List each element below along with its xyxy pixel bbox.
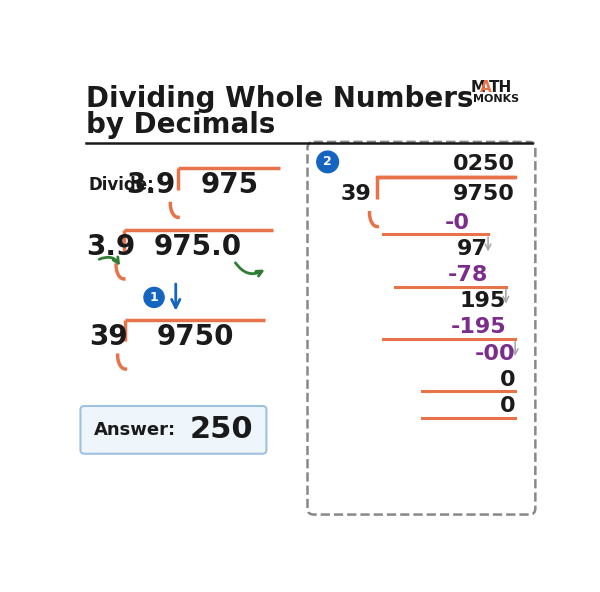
Text: 3.9: 3.9 xyxy=(86,233,135,260)
Text: by Decimals: by Decimals xyxy=(86,111,275,139)
Text: 3.9: 3.9 xyxy=(127,171,176,199)
Text: 250: 250 xyxy=(190,416,253,445)
Text: -00: -00 xyxy=(475,343,515,363)
Text: 975.0: 975.0 xyxy=(154,233,242,260)
Text: MONKS: MONKS xyxy=(473,94,519,104)
Text: 39: 39 xyxy=(89,323,128,350)
Text: -78: -78 xyxy=(448,265,488,285)
Text: 2: 2 xyxy=(323,155,332,168)
Circle shape xyxy=(144,287,164,307)
FancyBboxPatch shape xyxy=(80,406,266,453)
Text: 195: 195 xyxy=(460,291,506,311)
Text: 39: 39 xyxy=(340,184,371,204)
Text: -195: -195 xyxy=(450,317,506,337)
FancyBboxPatch shape xyxy=(308,142,535,514)
Text: 97: 97 xyxy=(457,239,488,259)
Text: A: A xyxy=(481,81,492,95)
Text: 9750: 9750 xyxy=(157,323,234,350)
Text: 975: 975 xyxy=(201,171,259,199)
Text: 0: 0 xyxy=(500,370,515,390)
Text: Dividing Whole Numbers: Dividing Whole Numbers xyxy=(86,85,473,113)
Text: M: M xyxy=(470,81,485,95)
Text: 9750: 9750 xyxy=(454,184,515,204)
Text: -0: -0 xyxy=(445,213,470,233)
Text: 1: 1 xyxy=(149,291,158,304)
Text: 0250: 0250 xyxy=(453,155,515,174)
Circle shape xyxy=(317,151,338,173)
Text: Answer:: Answer: xyxy=(94,421,176,439)
Text: Divide:: Divide: xyxy=(89,176,155,194)
Text: TH: TH xyxy=(489,81,512,95)
Text: 0: 0 xyxy=(500,396,515,416)
